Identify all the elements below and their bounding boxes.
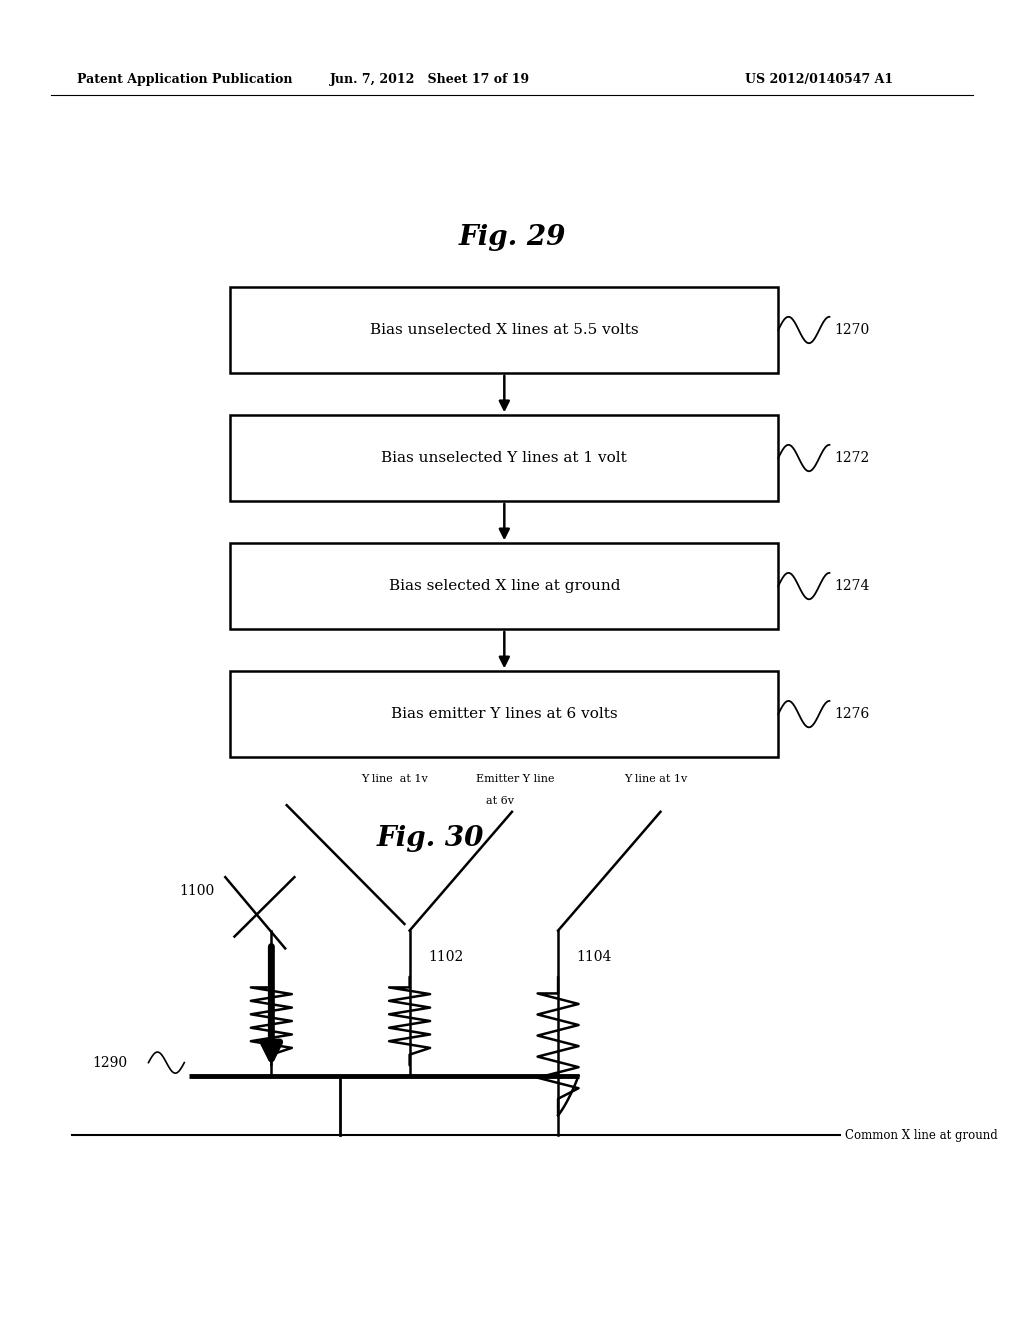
Bar	[230, 544, 778, 628]
Text: 1100: 1100	[179, 884, 214, 898]
Bar	[230, 414, 778, 500]
Text: US 2012/0140547 A1: US 2012/0140547 A1	[745, 73, 893, 86]
Text: Jun. 7, 2012   Sheet 17 of 19: Jun. 7, 2012 Sheet 17 of 19	[330, 73, 530, 86]
Text: 1290: 1290	[92, 1056, 127, 1069]
Text: Y line  at 1v: Y line at 1v	[360, 774, 428, 784]
Text: Bias selected X line at ground: Bias selected X line at ground	[388, 579, 621, 593]
Text: Common X line at ground: Common X line at ground	[845, 1129, 997, 1142]
Text: 1102: 1102	[428, 950, 463, 964]
Text: Fig. 30: Fig. 30	[377, 825, 483, 851]
Text: 1270: 1270	[835, 323, 869, 337]
Text: 1276: 1276	[835, 708, 869, 721]
Text: 1272: 1272	[835, 451, 869, 465]
Text: Patent Application Publication: Patent Application Publication	[77, 73, 292, 86]
Text: 1274: 1274	[835, 579, 870, 593]
Text: Fig. 29: Fig. 29	[459, 224, 565, 251]
Text: 1104: 1104	[577, 950, 612, 964]
Text: at 6v: at 6v	[486, 796, 514, 807]
Bar	[230, 288, 778, 372]
Text: Bias emitter Y lines at 6 volts: Bias emitter Y lines at 6 volts	[391, 708, 617, 721]
Text: Bias unselected Y lines at 1 volt: Bias unselected Y lines at 1 volt	[382, 451, 627, 465]
Bar	[230, 671, 778, 758]
Text: Bias unselected X lines at 5.5 volts: Bias unselected X lines at 5.5 volts	[370, 323, 639, 337]
Text: Y line at 1v: Y line at 1v	[625, 774, 688, 784]
Text: Emitter Y line: Emitter Y line	[476, 774, 555, 784]
